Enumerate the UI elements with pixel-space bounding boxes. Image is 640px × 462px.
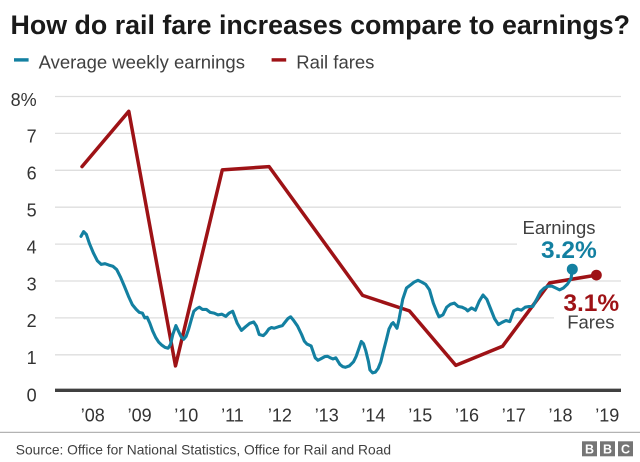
svg-text:7: 7 [27, 127, 37, 147]
svg-text:’08: ’08 [81, 406, 105, 426]
svg-text:’16: ’16 [455, 406, 479, 426]
svg-text:Source: Office for National St: Source: Office for National Statistics, … [16, 442, 391, 457]
svg-text:Average weekly earnings: Average weekly earnings [39, 52, 245, 73]
svg-text:’11: ’11 [221, 406, 244, 426]
svg-text:4: 4 [27, 237, 37, 257]
svg-text:C: C [621, 442, 630, 456]
svg-text:8%: 8% [11, 90, 37, 110]
svg-text:3: 3 [27, 274, 37, 294]
svg-text:’17: ’17 [502, 406, 526, 426]
svg-text:How do rail fare increases com: How do rail fare increases compare to ea… [11, 10, 631, 40]
svg-text:’13: ’13 [315, 406, 339, 426]
svg-text:1: 1 [27, 348, 37, 368]
svg-text:Fares: Fares [567, 312, 614, 333]
svg-text:’09: ’09 [128, 406, 152, 426]
svg-text:6: 6 [27, 164, 37, 184]
svg-text:’19: ’19 [595, 406, 619, 426]
svg-text:0: 0 [27, 385, 37, 405]
svg-text:’10: ’10 [174, 406, 198, 426]
svg-text:Earnings: Earnings [522, 217, 595, 238]
svg-text:B: B [585, 442, 594, 456]
svg-text:2: 2 [27, 311, 37, 331]
svg-text:’15: ’15 [408, 406, 432, 426]
svg-text:’18: ’18 [549, 406, 573, 426]
svg-text:Rail fares: Rail fares [296, 52, 374, 73]
svg-text:’14: ’14 [361, 406, 385, 426]
svg-text:’12: ’12 [268, 406, 292, 426]
svg-text:3.1%: 3.1% [563, 290, 619, 317]
svg-text:5: 5 [27, 201, 37, 221]
svg-text:3.2%: 3.2% [541, 237, 597, 264]
svg-text:B: B [603, 442, 612, 456]
